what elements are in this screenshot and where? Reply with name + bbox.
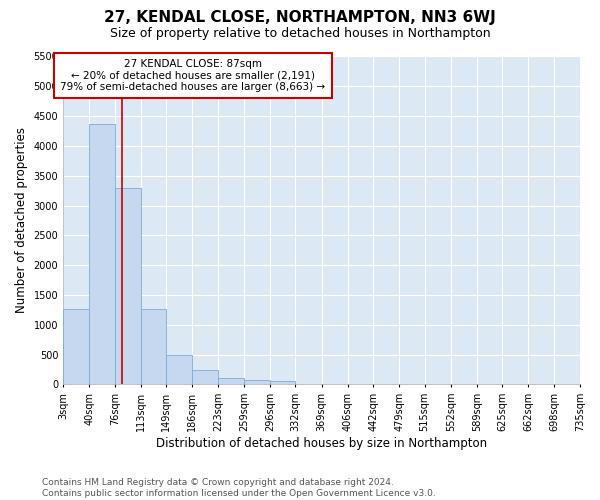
- Bar: [115, 188, 141, 384]
- Y-axis label: Number of detached properties: Number of detached properties: [15, 128, 28, 314]
- Text: 27, KENDAL CLOSE, NORTHAMPTON, NN3 6WJ: 27, KENDAL CLOSE, NORTHAMPTON, NN3 6WJ: [104, 10, 496, 25]
- Text: 27 KENDAL CLOSE: 87sqm
← 20% of detached houses are smaller (2,191)
79% of semi-: 27 KENDAL CLOSE: 87sqm ← 20% of detached…: [60, 59, 325, 92]
- X-axis label: Distribution of detached houses by size in Northampton: Distribution of detached houses by size …: [156, 437, 487, 450]
- Bar: [63, 308, 89, 384]
- Bar: [270, 381, 295, 384]
- Bar: [166, 355, 193, 384]
- Bar: [89, 124, 115, 384]
- Text: Contains HM Land Registry data © Crown copyright and database right 2024.
Contai: Contains HM Land Registry data © Crown c…: [42, 478, 436, 498]
- Bar: [193, 370, 218, 384]
- Text: Size of property relative to detached houses in Northampton: Size of property relative to detached ho…: [110, 28, 490, 40]
- Bar: [141, 308, 166, 384]
- Bar: [218, 378, 244, 384]
- Bar: [244, 380, 270, 384]
